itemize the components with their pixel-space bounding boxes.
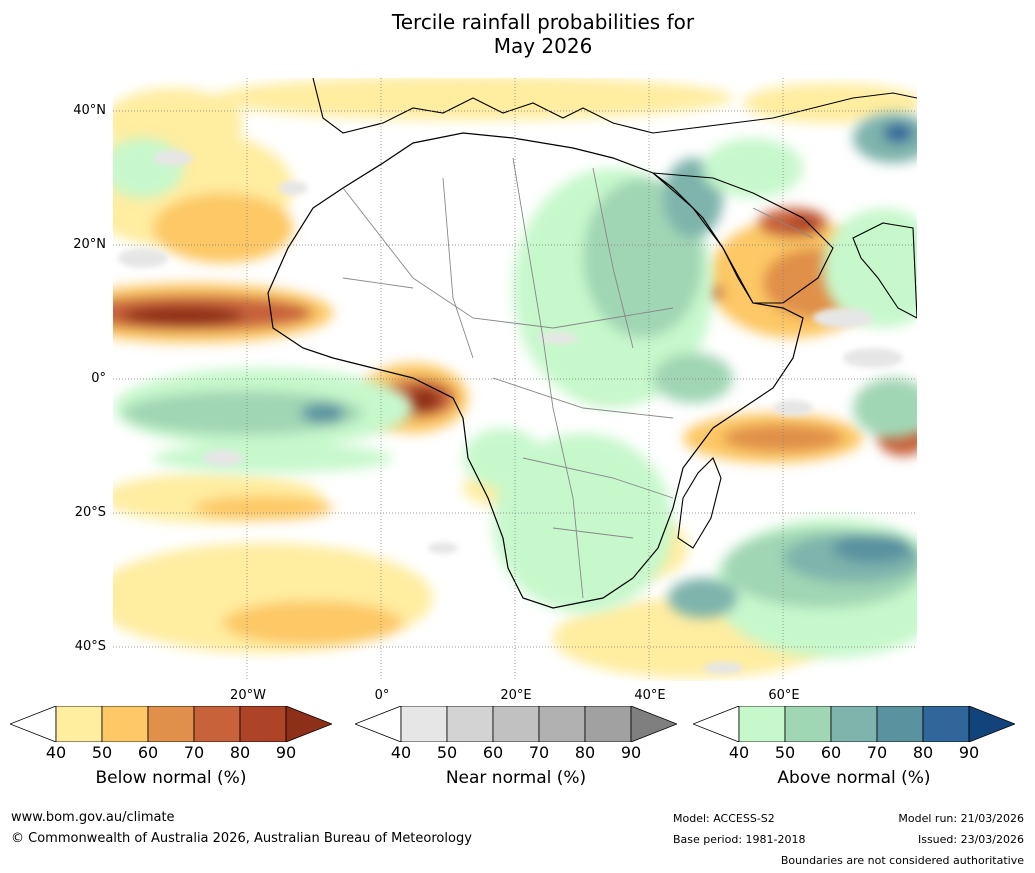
- colorbar-near-swatch: [400, 706, 448, 742]
- lon-label-20e: 20°E: [500, 688, 532, 703]
- colorbar-below-tick-label: 50: [91, 743, 113, 762]
- colorbar-near-tick-label: 40: [390, 743, 412, 762]
- model-run-date: Model run: 21/03/2026: [898, 812, 1024, 825]
- colorbar-below-tick-label: 90: [275, 743, 297, 762]
- colorbar-near-upper-extension: [630, 706, 677, 742]
- lat-label-20n: 20°N: [73, 237, 106, 252]
- colorbar-above-tick-label: 50: [774, 743, 796, 762]
- colorbar-near-swatch: [584, 706, 632, 742]
- country-borders: [342, 157, 814, 599]
- colorbar-near-tick-label: 70: [528, 743, 550, 762]
- colorbar-below-swatch: [147, 706, 195, 742]
- title-line-1: Tercile rainfall probabilities for: [391, 10, 695, 34]
- arabia-coastline: [651, 172, 834, 304]
- colorbar-below-swatch: [193, 706, 241, 742]
- africa-coastline: [267, 132, 804, 609]
- colorbar-above-lower-extension: [693, 706, 740, 742]
- model-name: Model: ACCESS-S2: [673, 812, 775, 825]
- colorbar-below-swatch: [101, 706, 149, 742]
- colorbar-below-label: Below normal (%): [95, 768, 247, 788]
- colorbar-above-swatch: [830, 706, 878, 742]
- lat-label-40n: 40°N: [73, 103, 106, 118]
- madagascar-coastline: [677, 457, 722, 549]
- lon-label-20w: 20°W: [230, 688, 266, 703]
- colorbar-above-swatch: [922, 706, 970, 742]
- colorbar-below-swatch: [55, 706, 103, 742]
- base-period: Base period: 1981-2018: [673, 833, 806, 846]
- colorbar-near-swatch: [538, 706, 586, 742]
- colorbar-near-swatch: [492, 706, 540, 742]
- lon-label-0: 0°: [374, 688, 390, 703]
- colorbar-below-tick-label: 80: [229, 743, 251, 762]
- lon-label-40e: 40°E: [634, 688, 666, 703]
- below-normal-field: [113, 78, 917, 678]
- colorbar-above-tick-label: 40: [728, 743, 750, 762]
- gridlines: [113, 78, 917, 681]
- colorbar-above-label: Above normal (%): [777, 768, 931, 788]
- website-link[interactable]: www.bom.gov.au/climate: [11, 810, 175, 825]
- probability-fields: [113, 78, 917, 681]
- colorbar-below-upper-extension: [285, 706, 332, 742]
- india-coastline: [852, 222, 917, 319]
- colorbar-above-tick-label: 80: [912, 743, 934, 762]
- colorbar-above-tick-label: 70: [866, 743, 888, 762]
- title-line-2: May 2026: [493, 34, 593, 58]
- colorbar-near-swatch: [446, 706, 494, 742]
- colorbar-above-swatch: [738, 706, 786, 742]
- colorbar-near-normal: [355, 706, 677, 742]
- colorbar-above-swatch: [784, 706, 832, 742]
- issued-date: Issued: 23/03/2026: [917, 833, 1024, 846]
- colorbar-near-tick-label: 50: [436, 743, 458, 762]
- colorbar-above-swatch: [876, 706, 924, 742]
- lat-label-20s: 20°S: [74, 505, 106, 520]
- colorbar-below-tick-label: 40: [45, 743, 67, 762]
- europe-coastline: [312, 78, 917, 134]
- colorbar-below-normal: [10, 706, 332, 742]
- lat-label-40s: 40°S: [74, 639, 106, 654]
- colorbar-near-tick-label: 90: [620, 743, 642, 762]
- colorbar-above-normal: [693, 706, 1015, 742]
- colorbar-near-tick-label: 60: [482, 743, 504, 762]
- colorbar-near-tick-label: 80: [574, 743, 596, 762]
- copyright-text: © Commonwealth of Australia 2026, Austra…: [11, 831, 472, 846]
- colorbar-above-upper-extension: [968, 706, 1015, 742]
- near-normal-field: [118, 150, 903, 674]
- lat-label-0: 0°: [91, 371, 106, 386]
- colorbar-near-label: Near normal (%): [445, 768, 587, 788]
- colorbar-below-tick-label: 60: [137, 743, 159, 762]
- lon-label-60e: 60°E: [768, 688, 800, 703]
- colorbar-above-tick-label: 90: [958, 743, 980, 762]
- colorbar-below-tick-label: 70: [183, 743, 205, 762]
- colorbar-below-lower-extension: [10, 706, 57, 742]
- colorbar-near-lower-extension: [355, 706, 402, 742]
- colorbar-above-tick-label: 60: [820, 743, 842, 762]
- above-normal-field: [113, 113, 917, 658]
- colorbar-below-swatch: [239, 706, 287, 742]
- boundary-disclaimer: Boundaries are not considered authoritat…: [780, 854, 1024, 867]
- rainfall-probability-map: [113, 78, 917, 681]
- chart-title: Tercile rainfall probabilities for May 2…: [0, 10, 1035, 58]
